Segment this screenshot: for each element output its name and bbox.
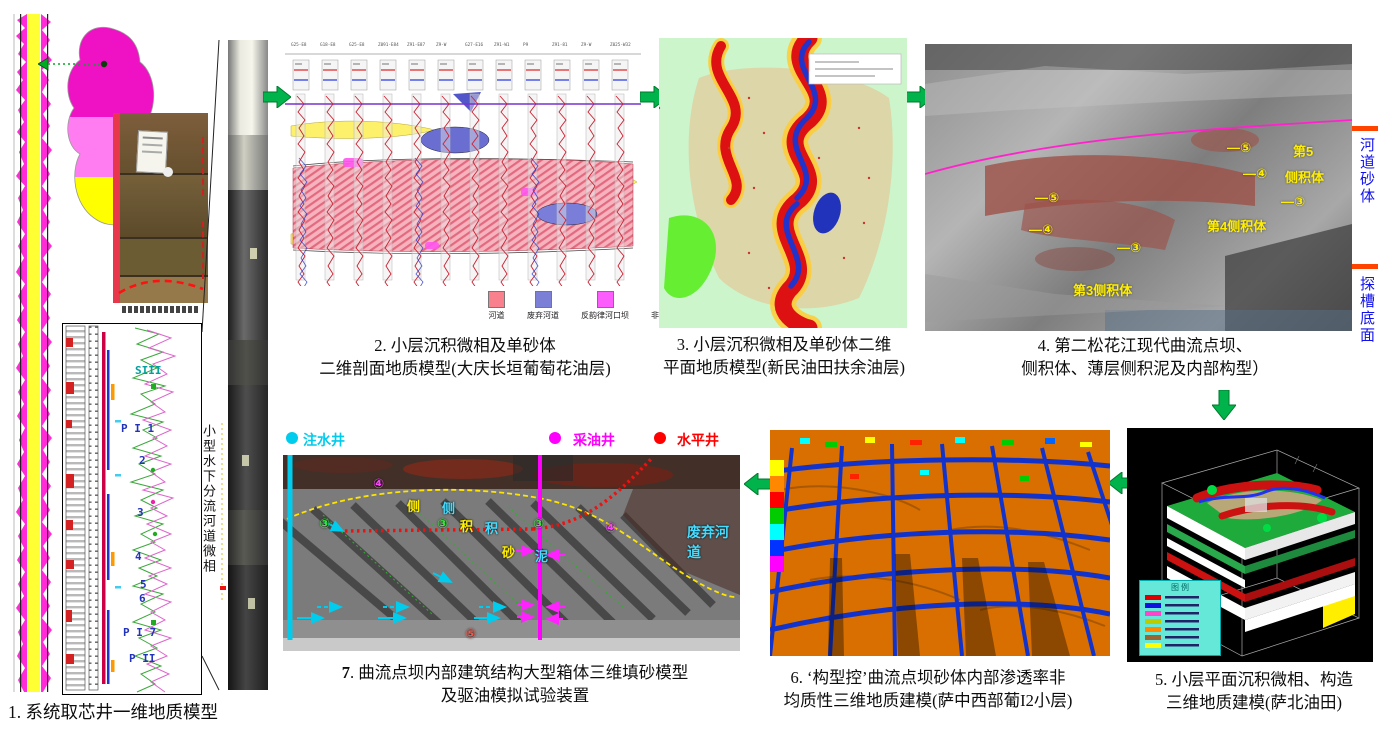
side-bar-top (1352, 126, 1378, 131)
well-name: Z9-W (581, 42, 592, 48)
well-heads (286, 432, 666, 444)
well-name: P9 (523, 42, 529, 48)
caption-7-text: . 曲流点坝内部建筑结构大型箱体三维填砂模型 (350, 663, 689, 682)
annotation-bed4-title: 第4侧积体 (1207, 219, 1267, 234)
well-name: G18-E8 (320, 42, 336, 48)
panel-4-outcrop-photo: —⑤ 第5 —④ 侧积体 —③ 第4侧积体 —⑤ —④ —③ 第3侧积体 (925, 44, 1352, 331)
panel-6-permeability-grid (770, 430, 1110, 656)
circle-3: ③ (437, 516, 449, 531)
well-name: Z091-E84 (378, 42, 399, 48)
side-label-trench-bottom: 探槽底面 (1358, 276, 1375, 344)
char-lateral-sand: 砂 (502, 545, 516, 560)
legend-label: 反韵律河口坝 (581, 311, 629, 320)
well-name: Z9-W (436, 42, 447, 48)
zone-label-2: 2 (139, 454, 146, 467)
panel-3-plan-map (659, 38, 907, 328)
char-lateral-sand: 侧 (407, 499, 421, 514)
char-lateral-mud: 泥 (535, 549, 549, 564)
circle-3: ③ (533, 516, 545, 531)
caption-panel-2: 2. 小层沉积微相及单砂体 二维剖面地质模型(大庆长垣葡萄花油层) (319, 336, 611, 379)
panel-5-3d-model: 图 例 (1127, 428, 1373, 662)
cored-well-log-inset: SIII P I 1 2 3 4 5 6 P I 7 P II (62, 323, 202, 695)
legend-label: 河道 (488, 311, 505, 320)
panel-7-flume-model: 注水井 采油井 水平井 (283, 428, 740, 658)
zone-label-siii: SIII (135, 364, 162, 377)
caption-7-number: 7 (341, 663, 350, 682)
zone-label-pii: P II (129, 652, 156, 665)
zone-label-4: 4 (135, 550, 142, 563)
rainbow-scale-bar (770, 460, 784, 572)
well-name: Z91-W1 (494, 42, 510, 48)
legend-title: 图 例 (1171, 583, 1189, 592)
zone-label-3: 3 (137, 506, 144, 519)
legend-label: 废弃河道 (527, 311, 559, 320)
zone-label-pi1: P I 1 (121, 422, 155, 435)
microfacies-vertical-note: 小型水下分流河道微相 (201, 424, 216, 574)
core-photo-micro-caption (122, 306, 200, 313)
well-name: G25-E8 (291, 42, 307, 48)
caption-panel-3: 3. 小层沉积微相及单砂体二维 平面地质模型(新民油田扶余油层) (663, 335, 905, 378)
core-photo-color (113, 113, 208, 303)
annotation-lateral-4b: —④ (1029, 222, 1054, 237)
zone-label-6: 6 (139, 592, 146, 605)
legend-swatch-abandoned-channel (534, 291, 552, 308)
well-name: Z025-W32 (610, 42, 631, 48)
well-location-pointer-icon (38, 57, 108, 71)
caption-panel-5: 5. 小层平面沉积微相、构造 三维地质建模(萨北油田) (1155, 670, 1353, 713)
well-name: G27-E16 (465, 42, 484, 48)
annotation-lateral-5b: —⑤ (1035, 190, 1060, 205)
char-lateral-mud: 积 (485, 521, 499, 536)
caption-panel-1: 1. 系统取芯井一维地质模型 (8, 702, 218, 722)
annotation-lateral-5: —⑤ (1227, 140, 1252, 155)
horizontal-well-label: 水平井 (677, 432, 719, 448)
circle-4: ④ (605, 520, 617, 535)
one-d-well-log-strip (12, 14, 56, 692)
caption-panel-7: 7. 曲流点坝内部建筑结构大型箱体三维填砂模型 及驱油模拟试验装置 (341, 663, 689, 706)
well-name: Z91-81 (552, 42, 568, 48)
circle-5: ⑤ (465, 626, 477, 641)
injector-well-label: 注水井 (303, 432, 345, 448)
panel-2-cross-section: G25-E8 G18-E8 G25-E8 Z091-E84 Z91-E87 Z9… (285, 42, 641, 286)
abandoned-channel-label: 废弃河道 (687, 524, 729, 560)
zone-label-pi7: P I 7 (123, 626, 157, 639)
annotation-bed5-title: 第5 (1293, 144, 1314, 159)
char-lateral-sand: 积 (460, 519, 474, 534)
caption-panel-4: 4. 第二松花江现代曲流点坝、 侧积体、薄层侧积泥及内部构型） (1021, 336, 1269, 379)
well-name: Z91-E87 (407, 42, 426, 48)
char-lateral-mud: 侧 (442, 501, 456, 516)
flow-arrow-down-icon (1212, 390, 1236, 420)
zone-label-5: 5 (140, 578, 147, 591)
side-bar-bottom (1352, 264, 1378, 269)
circle-3: ③ (319, 516, 331, 531)
flume-photo (283, 455, 740, 651)
panel-2-legend: 河道 废弃河道 反韵律河口坝 非河道砂 (488, 291, 683, 321)
annotation-lateral-4: —④ (1243, 166, 1268, 181)
legend-swatch-channel (488, 291, 505, 308)
annotation-lateral-3b: —③ (1117, 240, 1142, 255)
flow-arrow-right-icon (263, 86, 291, 108)
legend-swatch-mouth-bar (596, 291, 614, 308)
annotation-lateral-3: —③ (1281, 194, 1306, 209)
core-column-strip (228, 40, 268, 690)
connector-bracket (201, 39, 226, 691)
panel-5-legend: 图 例 (1139, 580, 1221, 656)
producer-well-label: 采油井 (573, 432, 615, 448)
well-name: G25-E8 (349, 42, 365, 48)
annotation-bed3-title: 第3侧积体 (1073, 283, 1133, 298)
core-label-card (135, 130, 169, 174)
circle-4: ④ (373, 476, 385, 491)
flow-arrow-left-icon (744, 473, 772, 495)
caption-panel-6: 6. ‘构型控’曲流点坝砂体内部渗透率非 均质性三维地质建模(萨中西部葡I2小层) (783, 668, 1073, 711)
side-label-channel-sand: 河道砂体 (1358, 137, 1375, 205)
annotation-bed5-title2: 侧积体 (1285, 170, 1325, 185)
